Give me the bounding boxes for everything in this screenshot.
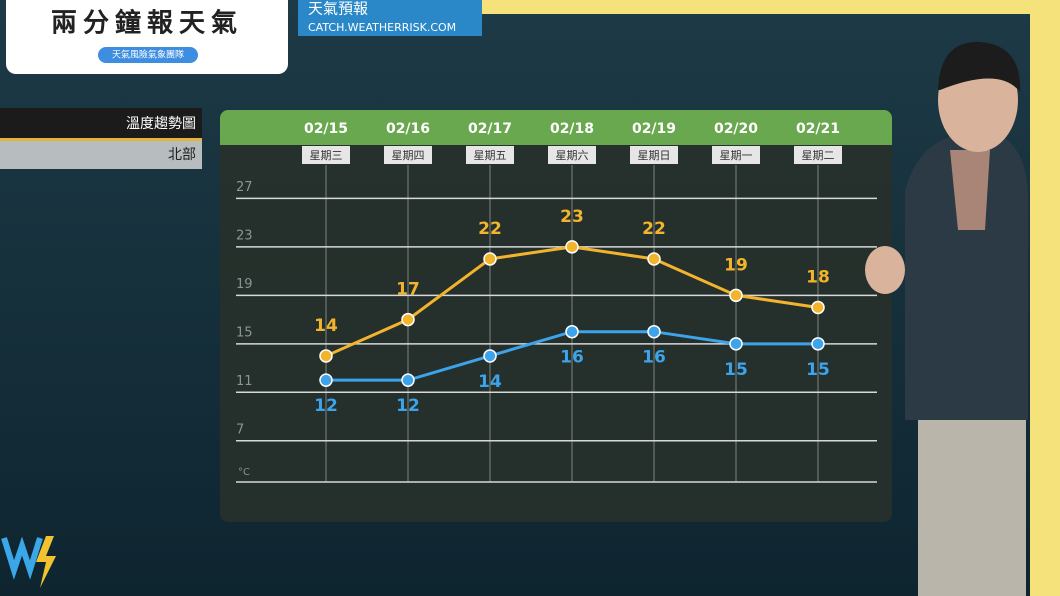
point xyxy=(647,324,661,339)
weekday-label: 星期三 xyxy=(310,149,343,162)
data-label: 16 xyxy=(560,348,584,368)
weekday-box xyxy=(548,146,596,164)
x-tick-label: 02/21 xyxy=(796,121,840,137)
data-label: 17 xyxy=(396,280,420,300)
point xyxy=(647,252,661,266)
point xyxy=(319,349,333,363)
y-tick-label: 19 xyxy=(236,277,253,292)
data-label: 18 xyxy=(806,267,830,287)
weekday-label: 星期二 xyxy=(802,149,835,162)
logo-url: CATCH.WEATHERRISK.COM xyxy=(308,21,456,34)
logo-box xyxy=(298,0,482,36)
data-label: 23 xyxy=(560,207,584,227)
point xyxy=(811,300,825,315)
point xyxy=(319,373,333,387)
chart: 02/15 星期三 02/16 星期四 02/17 星期五 02/18 星期六 02/19 星期日… xyxy=(236,121,877,483)
y-tick-label: 23 xyxy=(236,228,253,243)
data-label: 22 xyxy=(478,219,502,239)
point xyxy=(565,324,579,339)
weekday-box xyxy=(466,146,514,164)
data-label: 12 xyxy=(314,396,338,416)
data-label: 16 xyxy=(642,348,666,368)
x-tick-label: 02/18 xyxy=(550,121,594,137)
side-label-bg xyxy=(0,108,202,138)
point xyxy=(401,312,415,327)
weekday-box xyxy=(302,146,350,164)
y-tick-label: 7 xyxy=(236,422,244,437)
chart-name: 溫度趨勢圖 xyxy=(126,116,196,132)
data-label: 14 xyxy=(314,316,338,336)
data-label: 15 xyxy=(724,360,748,380)
x-tick-label: 02/20 xyxy=(714,121,758,137)
subtitle-pill xyxy=(98,47,198,63)
y-tick-label: 15 xyxy=(236,325,253,340)
y-tick-label: 27 xyxy=(236,180,253,195)
data-label: 12 xyxy=(396,396,420,416)
weekday-label: 星期五 xyxy=(474,149,507,162)
data-label: 19 xyxy=(724,255,748,275)
weekday-box xyxy=(794,146,842,164)
x-tick-label: 02/17 xyxy=(468,121,512,137)
top-strip xyxy=(480,0,1060,14)
title-box xyxy=(6,0,288,74)
chart-header xyxy=(220,110,892,145)
x-tick-label: 02/15 xyxy=(304,121,348,137)
x-tick-label: 02/19 xyxy=(632,121,676,137)
data-label: 22 xyxy=(642,219,666,239)
point xyxy=(401,373,415,387)
side-strip xyxy=(1030,0,1060,596)
weekday-label: 星期六 xyxy=(556,149,589,162)
region-bg xyxy=(0,141,202,169)
data-label: 14 xyxy=(478,372,502,392)
weekday-label: 星期日 xyxy=(638,149,671,162)
y-tick-label: 11 xyxy=(236,374,253,389)
point xyxy=(483,252,497,266)
weekday-box xyxy=(630,146,678,164)
weekday-box xyxy=(384,146,432,164)
data-label: 15 xyxy=(806,360,830,380)
y-unit: °C xyxy=(238,467,250,478)
weekday-box xyxy=(712,146,760,164)
point xyxy=(565,240,579,254)
presenter xyxy=(865,41,1028,596)
weekday-label: 星期四 xyxy=(392,149,425,162)
weekday-label: 星期一 xyxy=(720,149,753,162)
x-tick-label: 02/16 xyxy=(386,121,430,137)
side-divider xyxy=(0,138,202,141)
chart-panel xyxy=(220,110,892,522)
point xyxy=(483,349,497,363)
show-subtitle: 天氣風險氣象團隊 xyxy=(112,49,184,61)
point xyxy=(729,337,743,351)
point xyxy=(811,337,825,351)
point xyxy=(729,288,743,303)
region: 北部 xyxy=(168,147,196,163)
logo-title: 天氣預報 xyxy=(308,0,368,18)
brand-bolt xyxy=(36,536,56,588)
show-title: 兩分鐘報天氣 xyxy=(51,8,243,39)
brand-logo xyxy=(1,536,43,580)
